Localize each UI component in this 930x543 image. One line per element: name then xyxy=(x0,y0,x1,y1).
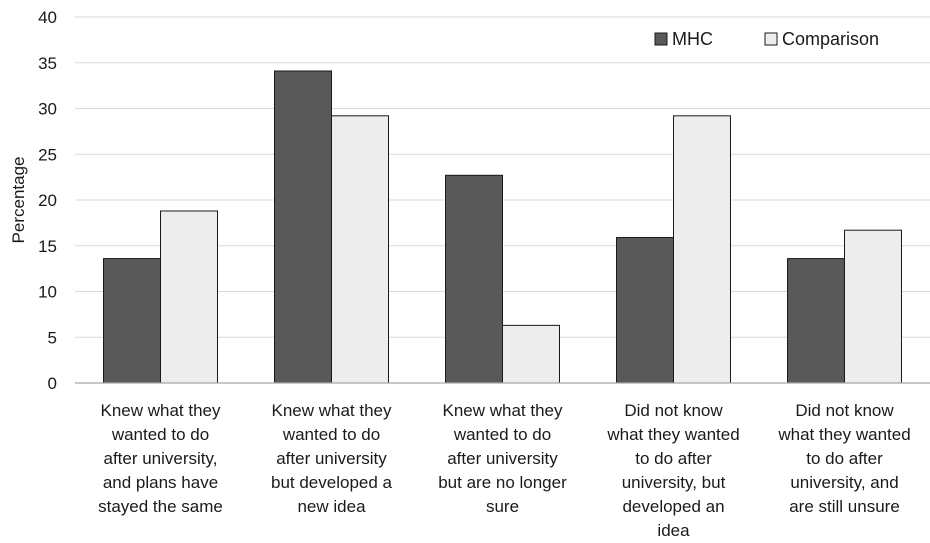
y-tick-label: 15 xyxy=(38,237,57,256)
legend-label-comparison: Comparison xyxy=(782,29,879,49)
bar-comparison-0 xyxy=(160,210,218,384)
y-tick-label: 30 xyxy=(38,100,57,119)
x-category-label-line: university, and xyxy=(790,473,898,492)
x-category-label-line: what they wanted xyxy=(606,425,739,444)
x-category-label-line: new idea xyxy=(297,497,366,516)
y-axis-ticks: 0 5 10 15 20 25 30 35 40 xyxy=(38,8,57,393)
x-category-label-line: Knew what they xyxy=(271,401,392,420)
x-category-label-line: Knew what they xyxy=(100,401,221,420)
x-category-label: Knew what they wanted to do after universi… xyxy=(98,401,223,516)
x-category-label-line: wanted to do xyxy=(453,425,551,444)
y-tick-label: 5 xyxy=(48,328,57,347)
x-category-label: Did not know what they wanted to do after u… xyxy=(777,401,910,516)
x-category-label-line: but are no longer xyxy=(438,473,567,492)
bar-mhc-3 xyxy=(616,237,674,384)
legend: MHC Comparison xyxy=(654,29,879,49)
x-category-label-line: after university, xyxy=(103,449,217,468)
x-category-label: Knew what they wanted to do after universi… xyxy=(438,401,567,516)
y-tick-label: 10 xyxy=(38,283,57,302)
x-category-label-line: developed an xyxy=(622,497,724,516)
legend-swatch-comparison xyxy=(764,32,778,46)
y-axis-label: Percentage xyxy=(9,157,28,244)
x-category-label-line: after university xyxy=(447,449,558,468)
x-category-label: Did not know what they wanted to do after u… xyxy=(606,401,739,540)
x-category-label-line: after university xyxy=(276,449,387,468)
bar-comparison-2 xyxy=(502,324,560,384)
bar-comparison-4 xyxy=(844,229,902,384)
y-tick-label: 0 xyxy=(48,374,57,393)
bar-mhc-0 xyxy=(103,258,161,384)
x-category-label-line: Knew what they xyxy=(442,401,563,420)
x-category-label-line: what they wanted xyxy=(777,425,910,444)
x-category-label-line: sure xyxy=(486,497,519,516)
y-tick-label: 25 xyxy=(38,145,57,164)
x-category-label-line: university, but xyxy=(622,473,726,492)
x-category-label-line: wanted to do xyxy=(111,425,209,444)
x-category-label-line: Did not know xyxy=(795,401,894,420)
bar-mhc-4 xyxy=(787,258,845,384)
bar-comparison-1 xyxy=(331,115,389,384)
x-category-label-line: wanted to do xyxy=(282,425,380,444)
x-category-label: Knew what they wanted to do after universi… xyxy=(271,401,393,516)
bar-comparison-3 xyxy=(673,115,731,384)
legend-label-mhc: MHC xyxy=(672,29,713,49)
x-category-label-line: but developed a xyxy=(271,473,393,492)
legend-swatch-mhc xyxy=(654,32,668,46)
bars xyxy=(103,70,902,384)
x-category-label-line: to do after xyxy=(635,449,712,468)
x-category-label-line: stayed the same xyxy=(98,497,223,516)
y-tick-label: 20 xyxy=(38,191,57,210)
bar-mhc-2 xyxy=(445,174,503,384)
category-labels: Knew what they wanted to do after universi… xyxy=(98,401,911,540)
y-tick-label: 40 xyxy=(38,8,57,27)
x-category-label-line: idea xyxy=(657,521,690,540)
x-category-label-line: are still unsure xyxy=(789,497,900,516)
x-category-label-line: and plans have xyxy=(103,473,218,492)
bar-mhc-1 xyxy=(274,70,332,384)
y-tick-label: 35 xyxy=(38,54,57,73)
x-category-label-line: to do after xyxy=(806,449,883,468)
x-category-label-line: Did not know xyxy=(624,401,723,420)
